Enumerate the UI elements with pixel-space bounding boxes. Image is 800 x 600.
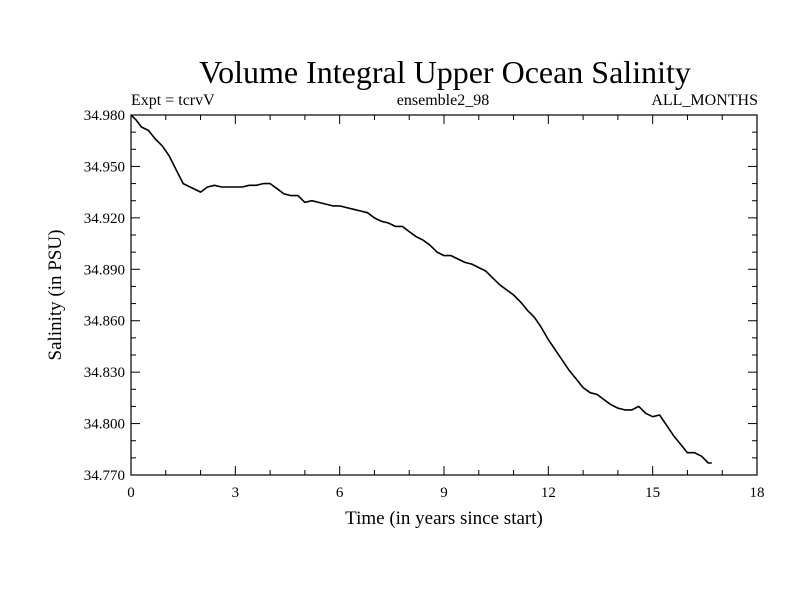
x-axis-ticks [130,115,758,475]
chart-title: Volume Integral Upper Ocean Salinity [199,54,691,90]
experiment-label: Expt = tcrvV [131,92,215,109]
months-label: ALL_MONTHS [651,92,758,109]
y-axis-label: Salinity (in PSU) [45,230,66,361]
y-tick-label: 34.830 [84,365,125,381]
y-tick-label: 34.860 [84,314,125,330]
y-tick-label: 34.920 [84,211,125,227]
y-tick-label: 34.980 [84,108,125,124]
x-tick-label: 3 [232,485,240,501]
x-tick-label: 18 [750,485,765,501]
x-tick-label: 12 [541,485,556,501]
x-tick-label: 9 [440,485,448,501]
y-axis-tick-labels: 34.980 34.950 34.920 34.890 34.860 34.830 34.8… [84,108,125,484]
x-axis-tick-labels: 0 3 6 9 12 15 18 [127,485,764,501]
x-tick-label: 15 [645,485,660,501]
x-axis-label: Time (in years since start) [345,508,543,529]
x-tick-label: 6 [336,485,344,501]
x-tick-label: 0 [127,485,135,501]
y-tick-label: 34.950 [84,159,125,175]
y-axis-ticks [131,114,757,476]
y-tick-label: 34.770 [84,468,125,484]
y-tick-label: 34.800 [84,417,125,433]
salinity-series-line [130,114,712,464]
y-tick-label: 34.890 [84,262,125,278]
ensemble-label: ensemble2_98 [397,92,489,109]
